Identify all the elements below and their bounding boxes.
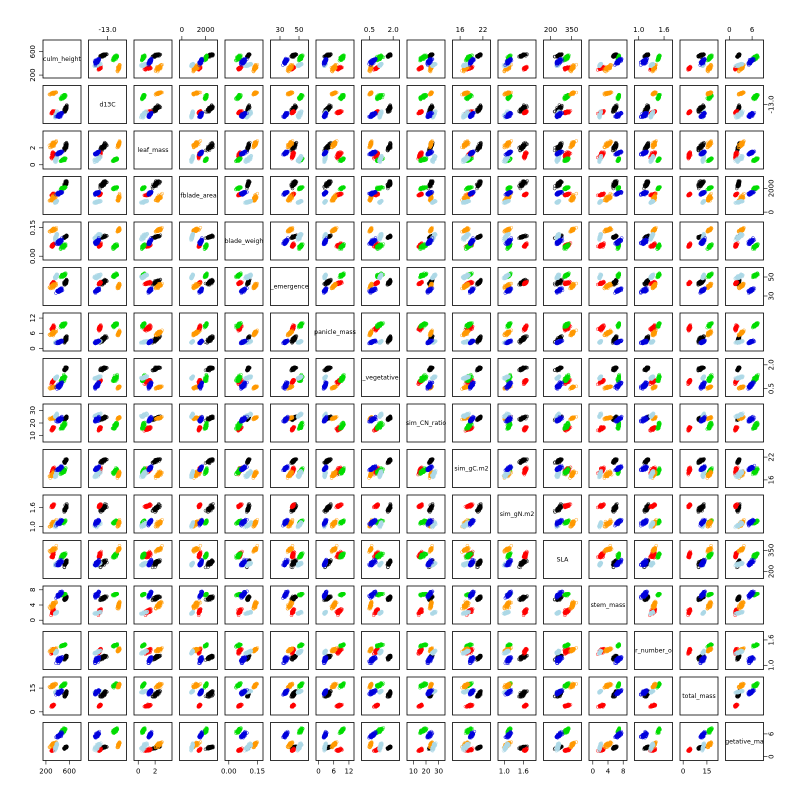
panel-culm_height-vs-culm_height: culm_height xyxy=(43,40,82,78)
panel-culm_height-vs-leaf_mass xyxy=(134,40,172,78)
panel-frame xyxy=(89,40,127,78)
panel-frame xyxy=(180,40,218,78)
panel-culm_height-vs-blade_area xyxy=(180,40,218,78)
diagonal-label: culm_height xyxy=(43,56,81,63)
panel-grid: culm_heightd13Cleaf_massfblade_areablade… xyxy=(43,40,764,761)
panel-culm_height-vs-d13C xyxy=(89,40,127,78)
